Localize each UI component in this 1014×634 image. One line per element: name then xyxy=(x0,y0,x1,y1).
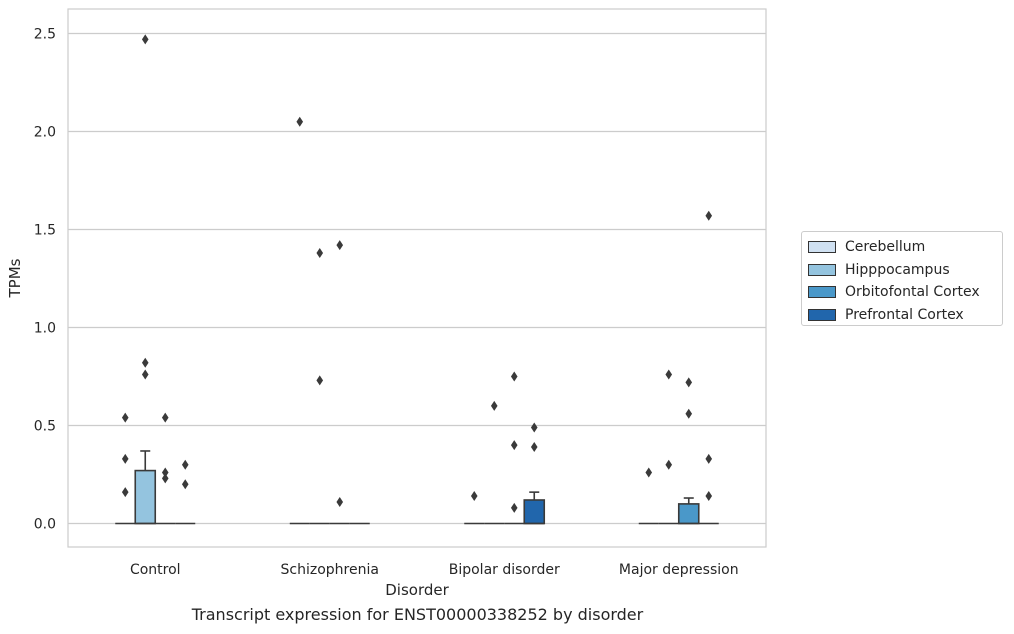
outlier-point xyxy=(510,371,518,382)
legend-label: Prefrontal Cortex xyxy=(845,306,964,323)
legend-item: Cerebellum xyxy=(808,236,1002,259)
legend-swatch xyxy=(808,308,836,321)
outlier-point xyxy=(510,502,518,513)
outlier-point xyxy=(121,412,129,423)
legend-swatch xyxy=(808,263,836,276)
outliers xyxy=(121,34,713,513)
legend-item: Hipppocampus xyxy=(808,259,1002,282)
legend-label: Orbitofontal Cortex xyxy=(845,284,980,301)
legend: Cerebellum Hipppocampus Orbitofontal Corte… xyxy=(801,231,1003,326)
outlier-point xyxy=(336,496,344,507)
outlier-point xyxy=(141,357,149,368)
outlier-point xyxy=(141,34,149,45)
y-tick-label: 2.0 xyxy=(34,125,56,141)
x-tick-label: Major depression xyxy=(619,562,739,578)
y-tick-label: 2.5 xyxy=(34,27,56,43)
outlier-point xyxy=(685,377,693,388)
outlier-point xyxy=(685,408,693,419)
y-tick-label: 1.5 xyxy=(34,223,56,239)
outlier-point xyxy=(316,375,324,386)
x-axis-label: Disorder xyxy=(385,581,449,599)
legend-swatch xyxy=(808,286,836,299)
outlier-point xyxy=(530,442,538,453)
outlier-point xyxy=(510,440,518,451)
y-tick-label: 1.0 xyxy=(34,321,56,337)
outlier-point xyxy=(296,116,304,127)
outlier-point xyxy=(161,473,169,484)
box xyxy=(677,503,700,525)
x-tick-labels: Control Schizophrenia Bipolar disorder Majo… xyxy=(130,562,739,578)
legend-swatch xyxy=(808,241,836,254)
y-tick-labels: 0.0 0.5 1.0 1.5 2.0 2.5 xyxy=(34,27,56,533)
outlier-point xyxy=(181,479,189,490)
outlier-point xyxy=(645,467,653,478)
legend-label: Cerebellum xyxy=(845,239,926,256)
outlier-point xyxy=(161,467,169,478)
legend-item: Orbitofontal Cortex xyxy=(808,281,1002,304)
outlier-point xyxy=(665,459,673,470)
y-axis-label: TPMs xyxy=(6,258,24,298)
y-tick-label: 0.0 xyxy=(34,517,56,533)
chart-caption: Transcript expression for ENST0000033825… xyxy=(191,605,644,624)
outlier-point xyxy=(705,491,713,502)
x-tick-label: Schizophrenia xyxy=(281,562,379,578)
outlier-point xyxy=(121,487,129,498)
legend-label: Hipppocampus xyxy=(845,261,950,278)
outlier-point xyxy=(336,240,344,251)
outlier-point xyxy=(665,369,673,380)
gridlines xyxy=(68,32,766,525)
outlier-point xyxy=(705,210,713,221)
outlier-point xyxy=(121,453,129,464)
outlier-point xyxy=(705,453,713,464)
outlier-point xyxy=(161,412,169,423)
outlier-point xyxy=(530,422,538,433)
x-tick-label: Control xyxy=(130,562,181,578)
boxes xyxy=(115,450,719,525)
outlier-point xyxy=(141,369,149,380)
legend-item: Prefrontal Cortex xyxy=(808,304,1002,327)
outlier-point xyxy=(490,400,498,411)
outlier-point xyxy=(316,248,324,259)
x-tick-label: Bipolar disorder xyxy=(449,562,560,578)
outlier-point xyxy=(470,491,478,502)
y-tick-label: 0.5 xyxy=(34,419,56,435)
outlier-point xyxy=(181,459,189,470)
box xyxy=(523,499,546,525)
box xyxy=(134,469,157,525)
plot-frame xyxy=(67,8,767,548)
